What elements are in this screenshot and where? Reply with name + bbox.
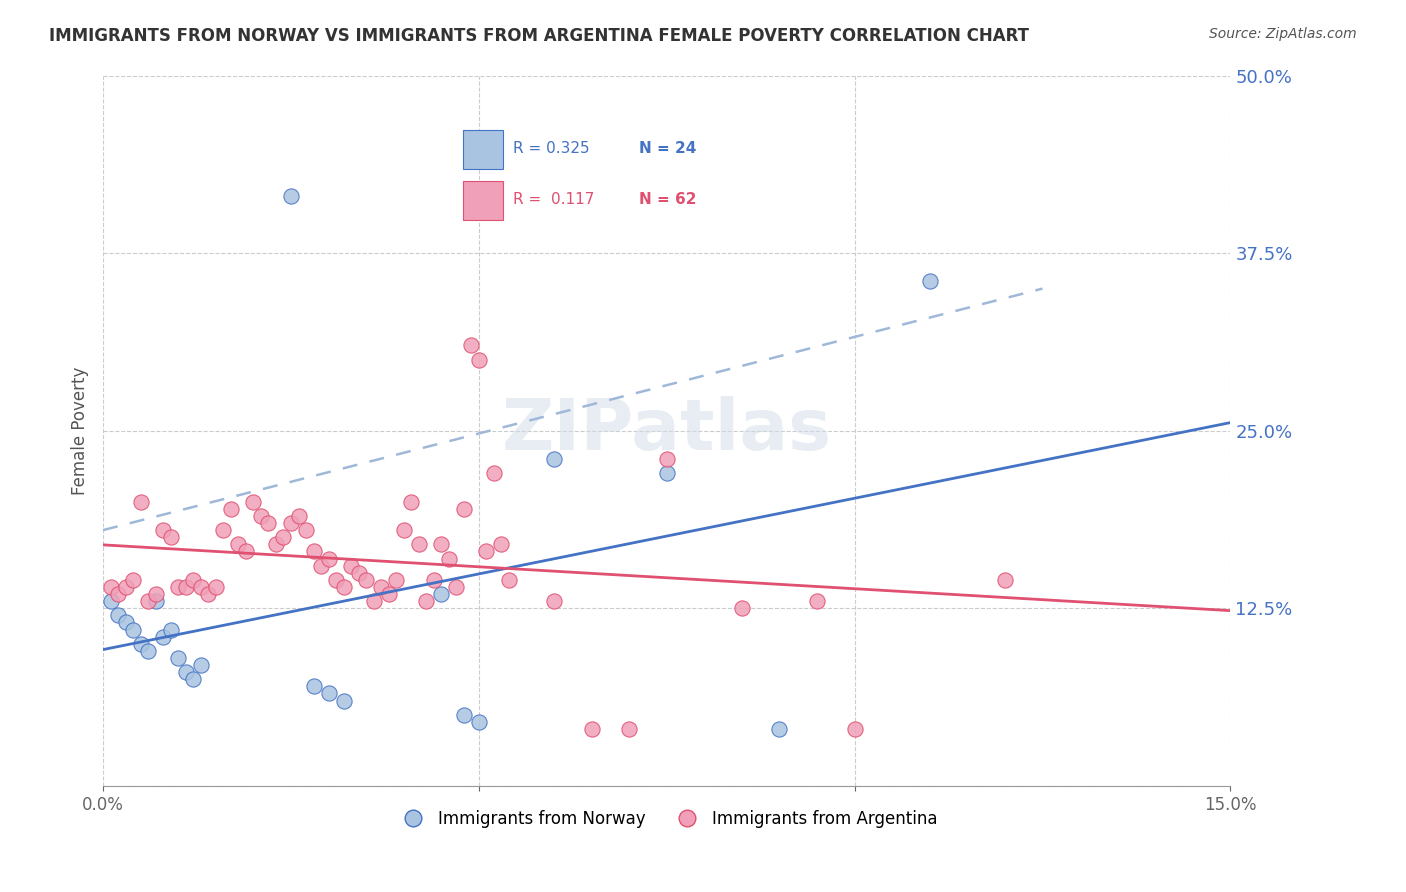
- Text: IMMIGRANTS FROM NORWAY VS IMMIGRANTS FROM ARGENTINA FEMALE POVERTY CORRELATION C: IMMIGRANTS FROM NORWAY VS IMMIGRANTS FRO…: [49, 27, 1029, 45]
- Point: [468, 352, 491, 367]
- Point: [114, 580, 136, 594]
- Point: [295, 523, 318, 537]
- Point: [257, 516, 280, 530]
- Point: [460, 338, 482, 352]
- Point: [731, 601, 754, 615]
- Text: ZIPatlas: ZIPatlas: [502, 396, 832, 465]
- Point: [159, 623, 181, 637]
- Point: [491, 537, 513, 551]
- Point: [318, 686, 340, 700]
- Text: Source: ZipAtlas.com: Source: ZipAtlas.com: [1209, 27, 1357, 41]
- Point: [354, 573, 377, 587]
- Point: [370, 580, 392, 594]
- Point: [145, 587, 167, 601]
- Point: [994, 573, 1017, 587]
- Point: [302, 679, 325, 693]
- Point: [287, 508, 309, 523]
- Point: [655, 467, 678, 481]
- Point: [655, 452, 678, 467]
- Point: [543, 594, 565, 608]
- Point: [174, 665, 197, 680]
- Point: [114, 615, 136, 630]
- Point: [844, 722, 866, 736]
- Point: [122, 623, 145, 637]
- Point: [219, 501, 242, 516]
- Point: [107, 608, 129, 623]
- Point: [250, 508, 273, 523]
- Point: [181, 573, 204, 587]
- Point: [415, 594, 437, 608]
- Point: [129, 494, 152, 508]
- Point: [385, 573, 408, 587]
- Point: [129, 637, 152, 651]
- Point: [392, 523, 415, 537]
- Point: [280, 516, 302, 530]
- Point: [332, 693, 354, 707]
- Point: [167, 651, 190, 665]
- Point: [482, 467, 505, 481]
- Legend: Immigrants from Norway, Immigrants from Argentina: Immigrants from Norway, Immigrants from …: [389, 803, 945, 834]
- Point: [437, 551, 460, 566]
- Point: [235, 544, 257, 558]
- Point: [399, 494, 422, 508]
- Point: [543, 452, 565, 467]
- Point: [228, 537, 250, 551]
- Point: [332, 580, 354, 594]
- Point: [617, 722, 640, 736]
- Point: [136, 644, 159, 658]
- Point: [318, 551, 340, 566]
- Point: [325, 573, 347, 587]
- Point: [273, 530, 295, 544]
- Point: [408, 537, 430, 551]
- Point: [430, 537, 453, 551]
- Point: [122, 573, 145, 587]
- Point: [152, 630, 174, 644]
- Point: [264, 537, 287, 551]
- Point: [159, 530, 181, 544]
- Point: [205, 580, 228, 594]
- Point: [100, 580, 122, 594]
- Point: [181, 672, 204, 686]
- Point: [190, 580, 212, 594]
- Point: [190, 658, 212, 673]
- Point: [446, 580, 468, 594]
- Point: [498, 573, 520, 587]
- Point: [152, 523, 174, 537]
- Point: [136, 594, 159, 608]
- Point: [309, 558, 332, 573]
- Point: [423, 573, 446, 587]
- Point: [430, 587, 453, 601]
- Point: [347, 566, 370, 580]
- Point: [581, 722, 603, 736]
- Point: [167, 580, 190, 594]
- Point: [107, 587, 129, 601]
- Point: [475, 544, 498, 558]
- Point: [280, 189, 302, 203]
- Point: [145, 594, 167, 608]
- Point: [100, 594, 122, 608]
- Point: [174, 580, 197, 594]
- Point: [806, 594, 828, 608]
- Point: [453, 707, 475, 722]
- Point: [242, 494, 264, 508]
- Point: [768, 722, 790, 736]
- Point: [197, 587, 219, 601]
- Point: [212, 523, 235, 537]
- Point: [453, 501, 475, 516]
- Point: [377, 587, 399, 601]
- Point: [918, 275, 941, 289]
- Point: [363, 594, 385, 608]
- Y-axis label: Female Poverty: Female Poverty: [72, 367, 89, 495]
- Point: [468, 714, 491, 729]
- Point: [302, 544, 325, 558]
- Point: [340, 558, 363, 573]
